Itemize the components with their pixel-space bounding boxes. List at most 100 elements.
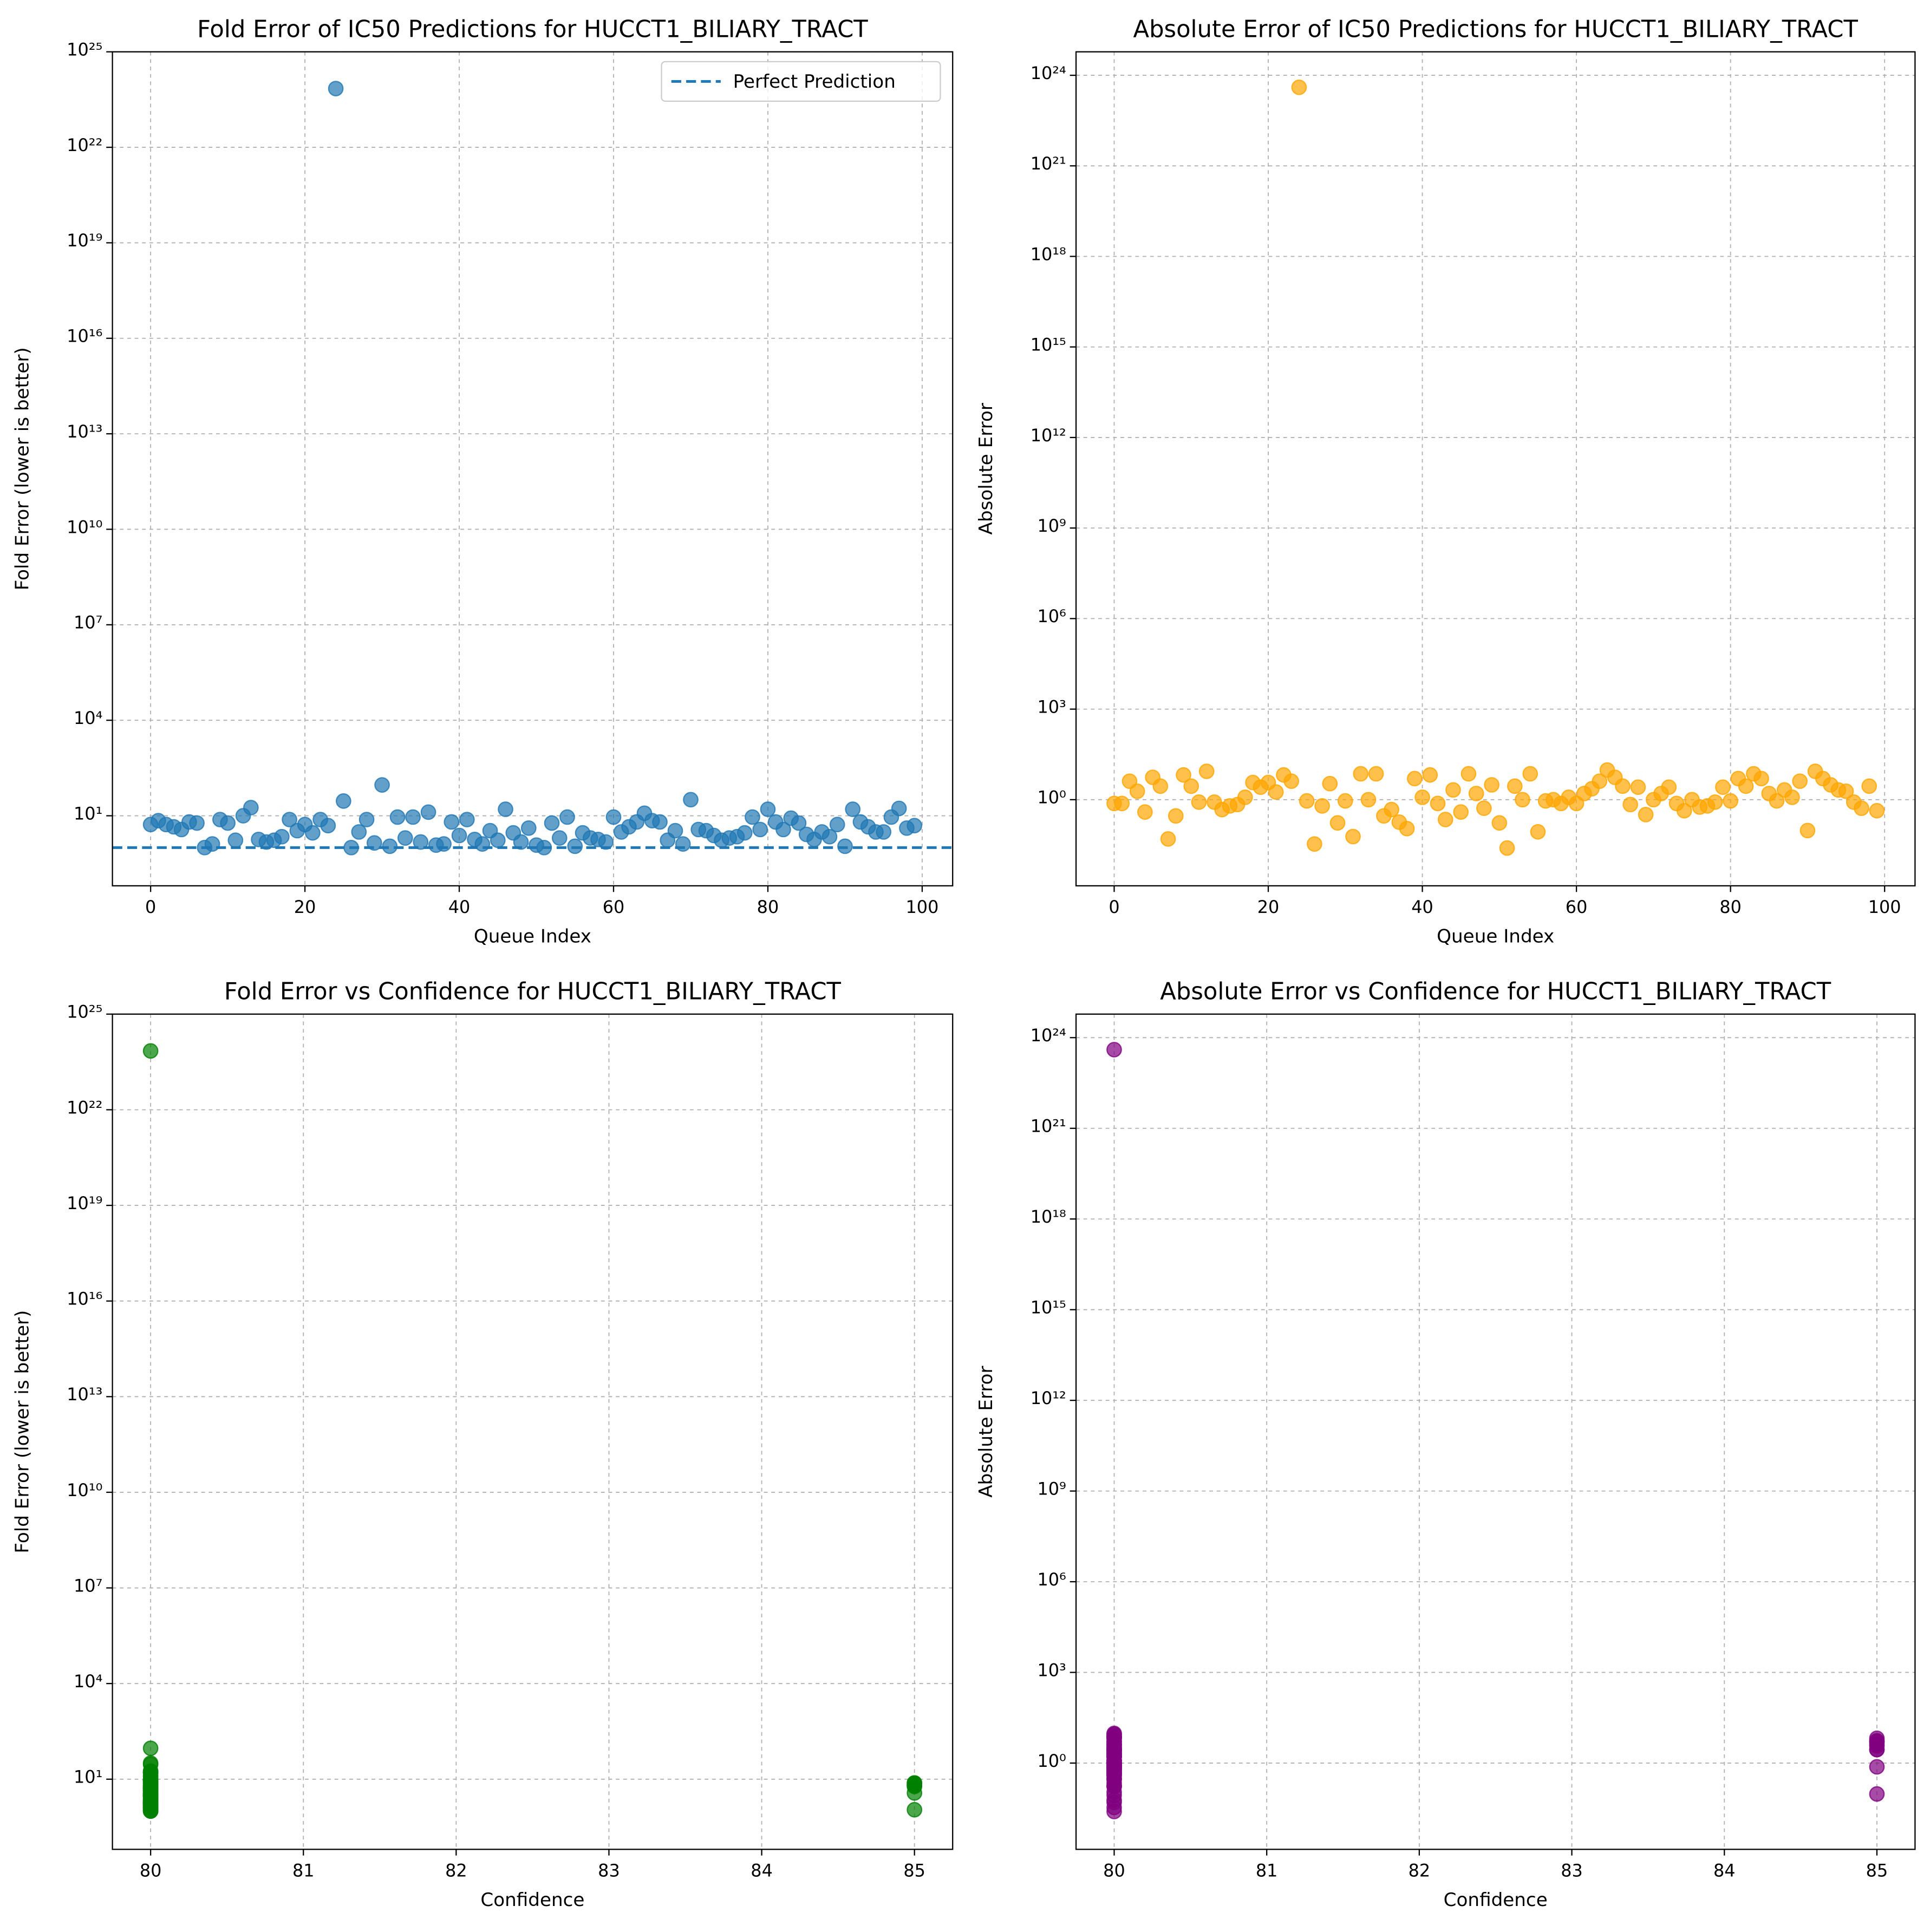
point — [1106, 1766, 1122, 1782]
point — [551, 830, 568, 846]
point — [498, 801, 513, 817]
y-tick-label: 10⁶ — [1037, 1569, 1066, 1590]
y-tick-label: 10¹⁰ — [67, 1480, 102, 1500]
point — [1715, 779, 1731, 795]
y-tick-label: 10⁷ — [74, 612, 102, 633]
x-tick-label: 40 — [448, 897, 471, 917]
point — [559, 809, 575, 825]
point — [366, 835, 382, 851]
point — [1854, 800, 1869, 817]
point — [459, 812, 475, 827]
chart-title: Fold Error of IC50 Predictions for HUCCT… — [197, 16, 868, 43]
x-tick-label: 80 — [1103, 1860, 1125, 1881]
point — [1784, 789, 1800, 805]
y-tick-label: 10¹⁰ — [67, 517, 102, 537]
point — [142, 1781, 159, 1797]
y-tick-label: 10¹² — [1031, 425, 1066, 446]
point — [1522, 766, 1538, 782]
point — [490, 832, 506, 848]
point — [675, 836, 691, 852]
axes-frame — [112, 51, 954, 887]
x-tick-label: 81 — [1256, 1860, 1278, 1881]
point — [544, 815, 560, 831]
point — [282, 812, 297, 827]
point — [1622, 797, 1639, 813]
point — [1152, 778, 1169, 794]
x-tick-label: 100 — [906, 897, 939, 917]
point — [775, 821, 791, 838]
y-tick-label: 10⁶ — [1037, 606, 1066, 626]
y-tick-label: 10²⁴ — [1031, 63, 1066, 83]
point — [667, 823, 683, 839]
point — [1176, 767, 1191, 783]
y-tick-label: 10²⁵ — [67, 1002, 102, 1022]
point — [413, 834, 429, 850]
chart-title: Fold Error vs Confidence for HUCCT1_BILI… — [224, 978, 842, 1006]
point — [189, 815, 205, 831]
y-axis-label: Absolute Error — [975, 402, 997, 534]
y-tick-label: 10⁰ — [1037, 1751, 1066, 1771]
point — [1114, 795, 1130, 812]
point — [1676, 802, 1692, 819]
point — [1615, 778, 1631, 794]
point — [1106, 1042, 1122, 1058]
point — [1137, 804, 1153, 820]
point — [335, 793, 351, 809]
point — [1160, 831, 1176, 847]
y-tick-label: 10²¹ — [1031, 1116, 1066, 1137]
point — [1445, 782, 1461, 798]
point — [1384, 801, 1400, 818]
x-tick-label: 0 — [1109, 897, 1119, 917]
y-tick-label: 10¹ — [74, 803, 102, 824]
y-axis-label: Fold Error (lower is better) — [12, 347, 34, 590]
x-axis-label: Queue Index — [474, 926, 591, 948]
point — [1168, 808, 1184, 824]
x-tick-label: 100 — [1868, 897, 1901, 917]
point — [1630, 779, 1646, 795]
point — [1869, 1759, 1885, 1775]
point — [351, 824, 367, 840]
point — [567, 838, 583, 854]
point — [1638, 807, 1654, 823]
point — [1353, 766, 1369, 782]
axes-frame — [1075, 51, 1916, 887]
point — [907, 1802, 923, 1818]
point — [1399, 820, 1415, 837]
point — [1507, 778, 1523, 794]
point — [1792, 773, 1808, 789]
point — [343, 839, 359, 856]
point — [829, 817, 845, 833]
point — [1430, 795, 1446, 812]
point — [358, 812, 375, 827]
x-tick-label: 20 — [1257, 897, 1280, 917]
x-tick-label: 82 — [1409, 1860, 1431, 1881]
x-tick-label: 60 — [603, 897, 625, 917]
x-tick-label: 85 — [1866, 1860, 1888, 1881]
x-tick-label: 81 — [292, 1860, 315, 1881]
y-tick-label: 10¹³ — [67, 421, 102, 442]
point — [1329, 815, 1346, 831]
point — [1337, 793, 1353, 809]
point — [605, 809, 622, 825]
point — [1869, 1786, 1885, 1802]
point — [1460, 766, 1477, 782]
point — [220, 815, 236, 831]
point — [821, 828, 838, 845]
point — [1723, 793, 1738, 809]
point — [1106, 1741, 1122, 1758]
x-axis-label: Queue Index — [1437, 926, 1554, 948]
point — [227, 832, 244, 848]
x-tick-label: 80 — [757, 897, 779, 917]
y-tick-label: 10¹ — [74, 1767, 102, 1787]
y-tick-label: 10³ — [1037, 1660, 1066, 1680]
chart-title: Absolute Error of IC50 Predictions for H… — [1133, 16, 1858, 43]
point — [1237, 789, 1253, 805]
point — [1106, 1804, 1122, 1819]
legend-box — [661, 61, 941, 102]
point — [1530, 824, 1546, 840]
x-tick-label: 84 — [1713, 1860, 1736, 1881]
point — [1360, 792, 1377, 808]
point — [1476, 800, 1492, 817]
point — [1414, 789, 1430, 805]
